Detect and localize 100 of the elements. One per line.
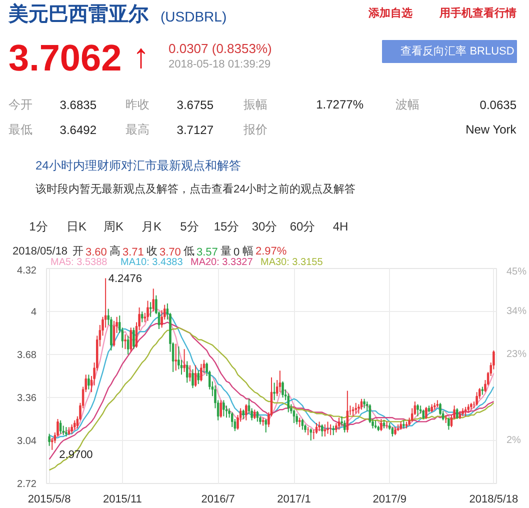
text: 月K	[142, 220, 162, 234]
candlestick	[296, 413, 298, 425]
text: 0.0307 (0.8353%)	[168, 41, 272, 56]
text: 3.7062	[8, 38, 122, 78]
candlestick	[200, 363, 202, 382]
candlestick	[448, 417, 450, 430]
text: 60分	[290, 220, 316, 234]
candlestick	[222, 400, 225, 417]
y-tick-label: 2.72	[17, 479, 37, 490]
candlestick	[70, 424, 73, 434]
x-tick-label: 2015/5/8	[28, 494, 71, 506]
text: MA20: 3.3327	[190, 257, 254, 268]
candlestick	[112, 320, 116, 347]
candlestick	[278, 370, 282, 393]
text: 3.70	[160, 246, 181, 258]
candlestick	[149, 302, 152, 318]
candlestick	[318, 421, 320, 432]
chart-subtitle: (USDBRL)	[160, 8, 227, 24]
candlestick	[301, 418, 304, 430]
text: 3.57	[196, 246, 218, 258]
text: 低	[184, 246, 194, 258]
annotation: 4.2476	[108, 273, 142, 286]
candlestick	[324, 424, 326, 437]
text: ↑	[132, 38, 150, 76]
text: 0	[234, 246, 240, 258]
candlestick	[273, 382, 276, 401]
candlestick	[344, 420, 346, 433]
y-tick-label: 4.32	[17, 266, 37, 276]
text: 量	[220, 246, 232, 258]
candlestick	[242, 409, 244, 420]
text: MA10: 3.4383	[120, 257, 184, 268]
candlestick	[354, 402, 357, 414]
candlestick	[326, 421, 329, 434]
x-tick-label: 2015/11	[102, 494, 142, 506]
candlestick	[476, 392, 478, 406]
y-tick-label: 3.68	[17, 350, 37, 361]
text: 3.6835	[60, 98, 97, 112]
candlestick	[220, 400, 222, 418]
candlestick	[310, 428, 312, 441]
candlestick	[152, 288, 154, 312]
text: MA5: 3.5388	[50, 257, 108, 268]
y2-tick-label: 2%	[506, 435, 522, 446]
candlestick	[254, 409, 256, 420]
candlestick	[126, 335, 130, 355]
x-tick-label: 2018/5/18	[469, 494, 518, 506]
text: 3.6492	[60, 123, 97, 137]
text: 30分	[252, 220, 278, 234]
text: 4H	[332, 220, 348, 234]
text: 5分	[180, 220, 199, 234]
text: 2018/05/18	[12, 246, 68, 258]
chart-title: 美元巴西雷亚尔	[8, 2, 150, 26]
text: 2018-05-18 01:39:29	[168, 58, 271, 70]
text: 开	[72, 246, 84, 258]
text: 振幅	[244, 98, 268, 112]
candlestick	[174, 343, 177, 372]
text: MA30: 3.3155	[260, 257, 324, 268]
text: 日K	[66, 220, 87, 234]
text: 0.0635	[480, 98, 517, 112]
text: 2.97%	[256, 246, 287, 258]
x-tick-label: 2017/9	[372, 494, 406, 506]
candlestick	[287, 392, 290, 413]
text: 3.6755	[176, 98, 214, 112]
text: 添加自选	[368, 6, 412, 20]
text: 周K	[104, 220, 124, 234]
candlestick	[192, 368, 194, 389]
x-tick-label: 2016/7	[201, 494, 235, 506]
candlestick	[48, 433, 50, 446]
candlestick	[88, 374, 90, 390]
y2-tick-label: 45%	[506, 266, 527, 278]
candlestick	[416, 404, 419, 417]
candlestick	[380, 418, 382, 432]
text: 3.60	[86, 246, 107, 258]
x-tick-label: 2017/1	[277, 494, 311, 506]
text: 报价	[242, 122, 268, 136]
candlestick	[245, 404, 248, 421]
candlestick	[425, 406, 428, 420]
candlestick	[130, 327, 132, 352]
candlestick	[124, 334, 126, 350]
candlestick	[456, 408, 458, 420]
candlestick	[363, 398, 366, 409]
candlestick	[298, 417, 301, 428]
candlestick	[346, 390, 349, 433]
candlestick	[264, 418, 267, 433]
candlestick	[188, 364, 192, 382]
candlestick	[141, 311, 144, 323]
text: 3.7127	[176, 123, 214, 137]
candlestick	[422, 409, 424, 420]
text: 最高	[126, 122, 150, 136]
candlestick	[391, 426, 394, 437]
candlestick	[146, 300, 149, 322]
text: New York	[466, 122, 518, 136]
candlestick	[197, 370, 200, 385]
candlestick	[464, 406, 467, 417]
candlestick	[65, 426, 68, 437]
text: 最低	[8, 122, 32, 136]
candlestick	[352, 406, 354, 417]
candlestick	[338, 417, 340, 430]
candlestick	[132, 327, 135, 350]
y-tick-label: 3.04	[17, 436, 37, 447]
text: 15分	[214, 220, 240, 234]
